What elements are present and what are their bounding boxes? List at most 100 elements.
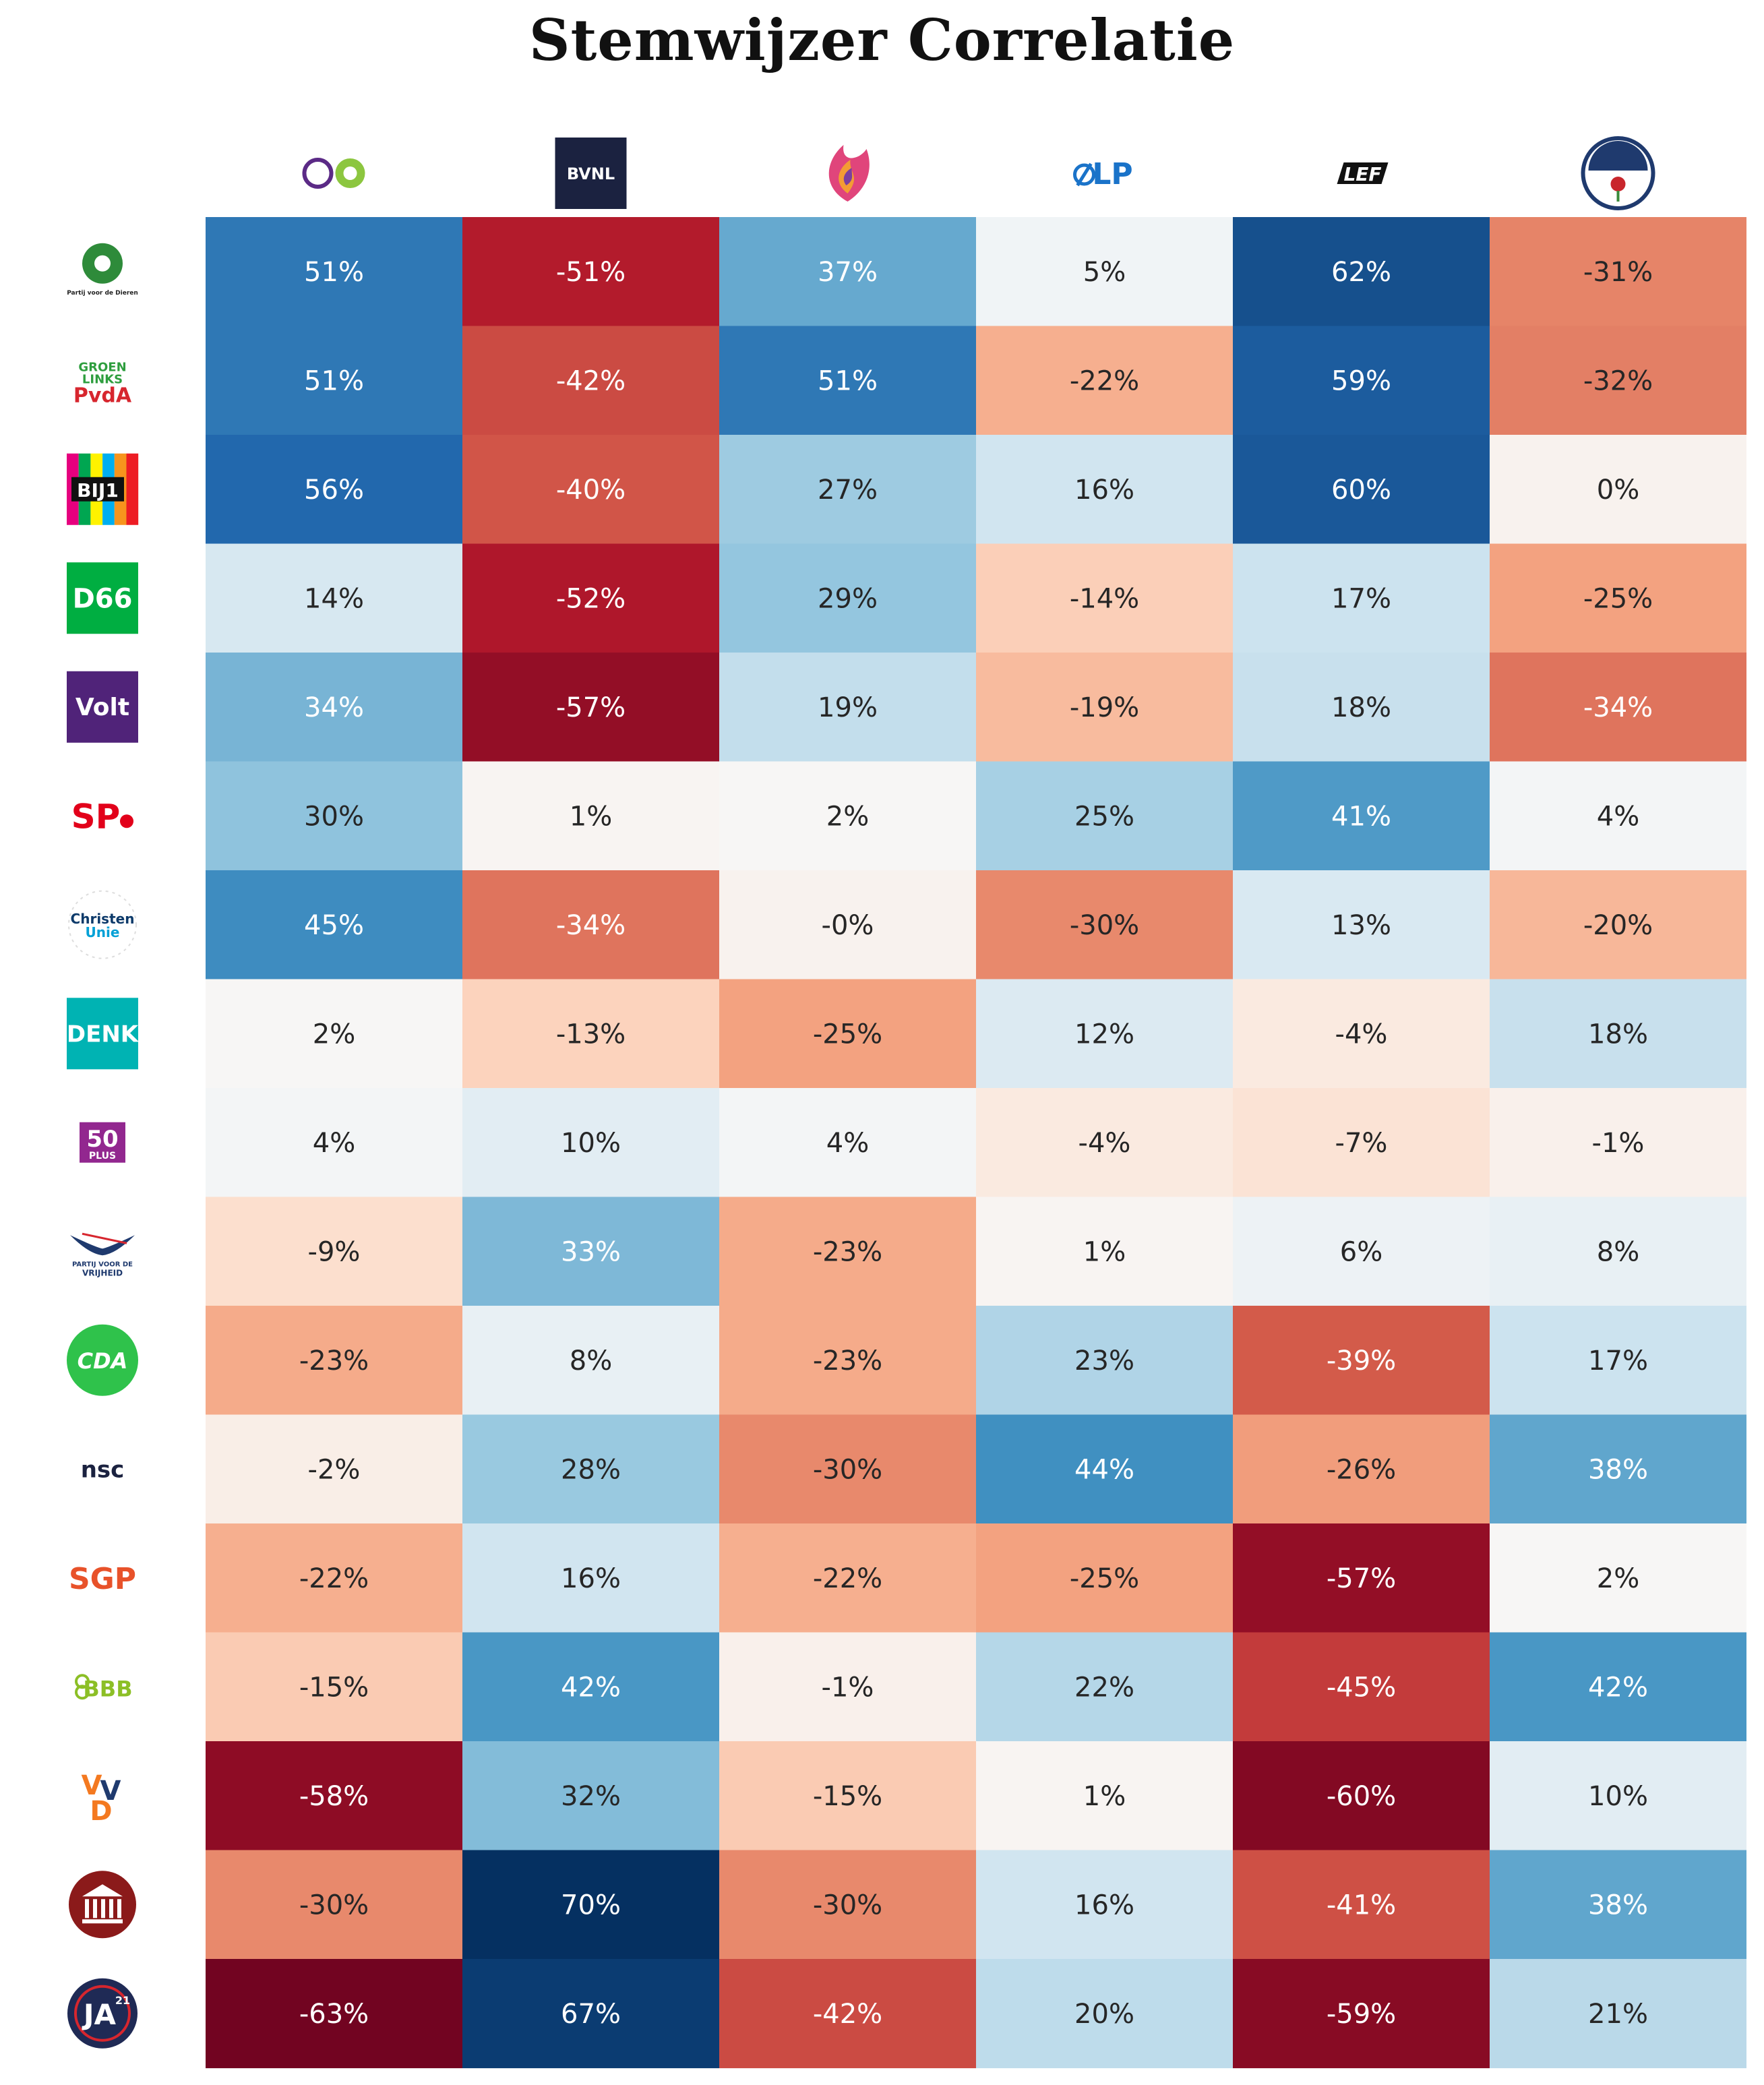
lp-logo: LP xyxy=(1073,157,1133,191)
cell-label: -22% xyxy=(299,1563,369,1594)
cell-label: 8% xyxy=(570,1346,612,1377)
cell-label: -1% xyxy=(822,1672,874,1703)
heatmap-cell xyxy=(1490,1850,1746,1960)
cell-label: 62% xyxy=(1331,257,1391,288)
logo-text: V xyxy=(82,1770,102,1801)
volt-logo: Volt xyxy=(67,671,138,743)
cell-label: -30% xyxy=(813,1454,882,1485)
cell-label: 51% xyxy=(304,257,364,288)
logo-text: Unie xyxy=(86,924,120,940)
cell-label: 0% xyxy=(1597,475,1639,506)
cell-label: -42% xyxy=(556,365,626,396)
logo-text: nsc xyxy=(81,1456,125,1483)
heatmap-cell xyxy=(206,870,462,980)
heatmap-cells: 51% -51% 37% 5% 62% -31% 51% -42% 51% -22% 59% -32%… xyxy=(206,217,1746,2069)
cell-label: -13% xyxy=(556,1019,626,1050)
heatmap-cell xyxy=(1233,435,1490,545)
heatmap-cell xyxy=(976,1306,1233,1416)
cell-label: -30% xyxy=(813,1890,882,1921)
cell-label: 1% xyxy=(1083,1781,1126,1812)
cell-label: 41% xyxy=(1331,801,1391,832)
heatmap-cell xyxy=(719,1523,976,1633)
heatmap-cell xyxy=(1233,1088,1490,1198)
heatmap-cell xyxy=(1233,653,1490,762)
logo-text: SP xyxy=(71,797,121,836)
logo-text: 50 xyxy=(86,1126,118,1153)
cell-label: -60% xyxy=(1327,1781,1396,1812)
logo-text: BVNL xyxy=(567,164,615,183)
heatmap-cell xyxy=(1490,435,1746,545)
heatmap-cell xyxy=(1233,761,1490,871)
cell-label: -42% xyxy=(813,1999,882,2030)
cell-label: 17% xyxy=(1331,583,1391,614)
heatmap-cell xyxy=(1490,979,1746,1089)
cell-label: -31% xyxy=(1583,257,1653,288)
heatmap-cell xyxy=(462,1850,719,1960)
cell-label: 25% xyxy=(1074,801,1134,832)
cell-label: -25% xyxy=(1583,583,1653,614)
cell-label: -15% xyxy=(813,1781,882,1812)
heatmap-cell xyxy=(719,1088,976,1198)
cell-label: 60% xyxy=(1331,475,1391,506)
heatmap-cell xyxy=(1490,1632,1746,1742)
cell-label: 16% xyxy=(561,1563,621,1594)
heatmap-cell xyxy=(462,1523,719,1633)
cell-label: 18% xyxy=(1331,692,1391,723)
cell-label: -63% xyxy=(299,1999,369,2030)
cell-label: 29% xyxy=(818,583,878,614)
cell-label: 38% xyxy=(1588,1890,1648,1921)
logo-text: V xyxy=(100,1776,121,1807)
heatmap-cell xyxy=(462,1088,719,1198)
heatmap-cell xyxy=(206,1850,462,1960)
cell-label: -58% xyxy=(299,1781,369,1812)
logo-text: 21 xyxy=(115,1994,130,2007)
heatmap-cell xyxy=(462,543,719,653)
denk-logo: DENK xyxy=(67,998,140,1070)
heatmap-cell xyxy=(1233,217,1490,327)
fvd-logo xyxy=(69,1871,136,1939)
cell-label: -25% xyxy=(813,1019,882,1050)
cell-label: -25% xyxy=(1070,1563,1139,1594)
heatmap-cell xyxy=(206,1414,462,1524)
heatmap-cell xyxy=(206,979,462,1089)
heatmap-cell xyxy=(719,1197,976,1306)
cell-label: 20% xyxy=(1074,1999,1134,2030)
cell-label: -9% xyxy=(308,1236,361,1267)
heatmap-cell xyxy=(462,653,719,762)
cell-label: 16% xyxy=(1074,1890,1134,1921)
heatmap-cell xyxy=(1233,326,1490,435)
logo-text: SGP xyxy=(69,1562,136,1596)
heatmap-cell xyxy=(206,1741,462,1851)
cell-label: -45% xyxy=(1327,1672,1396,1703)
heatmap-cell xyxy=(1490,326,1746,435)
cell-label: -2% xyxy=(308,1454,361,1485)
heatmap-cell xyxy=(1490,217,1746,327)
nsc-logo: nsc xyxy=(81,1456,125,1483)
cell-label: 34% xyxy=(304,692,364,723)
heatmap-cell xyxy=(1490,1414,1746,1524)
cda-logo: CDA xyxy=(67,1324,138,1396)
heatmap-cell xyxy=(462,1197,719,1306)
cell-label: 42% xyxy=(561,1672,621,1703)
heatmap-cell xyxy=(462,326,719,435)
cell-label: -23% xyxy=(813,1236,882,1267)
heatmap-cell xyxy=(1233,870,1490,980)
logo-text: CDA xyxy=(78,1348,128,1374)
cell-label: -26% xyxy=(1327,1454,1396,1485)
heatmap-cell xyxy=(1490,653,1746,762)
cell-label: -0% xyxy=(822,910,874,941)
heatmap-cell xyxy=(976,326,1233,435)
heatmap-cell xyxy=(1490,1523,1746,1633)
logo-text: PLUS xyxy=(89,1151,116,1161)
logo-text: GROEN xyxy=(78,360,126,374)
heatmap-cell xyxy=(462,1306,719,1416)
cell-label: -34% xyxy=(1583,692,1653,723)
heatmap-cell xyxy=(462,217,719,327)
d66-logo: D66 xyxy=(67,562,138,634)
heatmap-cell xyxy=(1490,870,1746,980)
heatmap-cell xyxy=(206,326,462,435)
cell-label: 51% xyxy=(304,365,364,396)
cell-label: -4% xyxy=(1078,1128,1131,1159)
cell-label: -15% xyxy=(299,1672,369,1703)
